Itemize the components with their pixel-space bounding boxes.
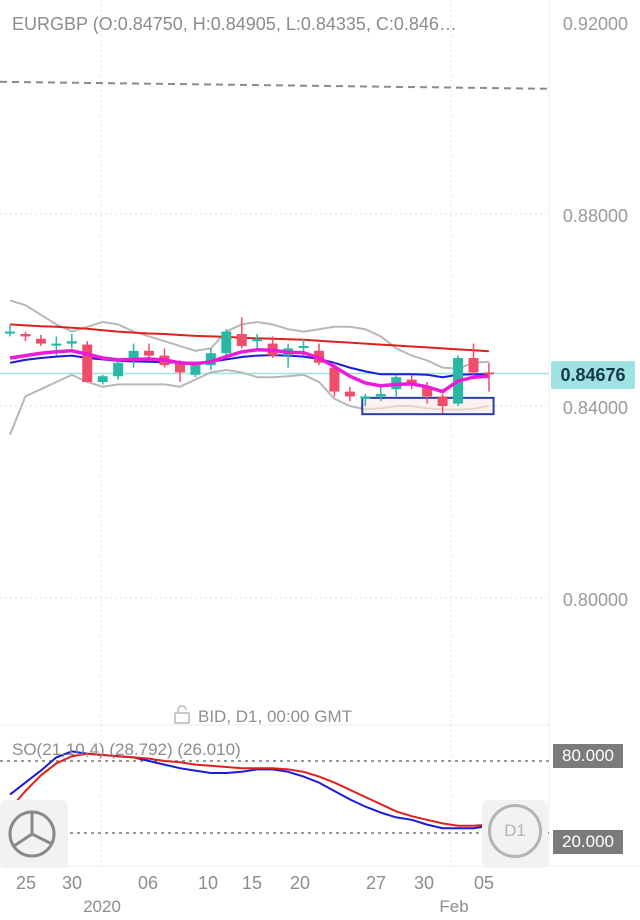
candle-body (66, 341, 77, 344)
bid-text: BID, D1, 00:00 GMT (198, 707, 352, 726)
current-price-tag: 0.84676 (551, 361, 635, 389)
x-tick-label: 27 (365, 873, 387, 893)
candle-body (205, 353, 216, 366)
candle-body (236, 334, 247, 346)
candle-body (422, 386, 433, 397)
candle-body (252, 338, 263, 342)
upper-band-line (9, 299, 489, 370)
candle-body (375, 394, 386, 397)
candle-body (344, 391, 355, 397)
ma-magenta-line (9, 348, 490, 394)
candle-body (97, 376, 108, 382)
x-tick-label: 06 (137, 873, 159, 893)
highlight-box (361, 396, 495, 416)
x-group-label-year: 2020 (83, 897, 121, 916)
x-tick-label: 30 (61, 873, 83, 893)
candle-body (82, 344, 93, 382)
candle-body (221, 331, 232, 354)
x-tick-label: 30 (413, 873, 435, 893)
candle-body (35, 338, 46, 344)
so-level-20-tag: 20.000 (553, 830, 623, 854)
x-tick-label: 10 (197, 873, 219, 893)
candle-body (468, 358, 479, 373)
y-tick-label: 0.84000 (562, 398, 628, 418)
chart-style-icon (4, 806, 64, 867)
timeframe-button[interactable]: D1 (482, 800, 548, 868)
candle-body (113, 362, 124, 377)
candle-body (406, 379, 417, 385)
candle-body (128, 350, 139, 361)
y-tick-label: 0.88000 (562, 206, 628, 226)
candle-body (20, 334, 31, 337)
so-indicator-header: SO(21,10,4) (28.792) (26.010) (12, 740, 241, 759)
candle-body (360, 396, 371, 399)
timeframe-label: D1 (488, 804, 542, 858)
bid-info: BID, D1, 00:00 GMT (172, 704, 352, 729)
x-tick-label: 25 (15, 873, 37, 893)
y-tick-label: 0.80000 (562, 590, 628, 610)
x-tick-label: 15 (241, 873, 263, 893)
so-level-80-tag: 80.000 (553, 744, 623, 768)
lock-icon (172, 704, 192, 729)
symbol-header: EURGBP (O:0.84750, H:0.84905, L:0.84335,… (12, 14, 457, 34)
x-tick-label: 05 (473, 873, 495, 893)
candle-body (51, 343, 62, 346)
candle-body (174, 362, 185, 373)
ma-red-line (9, 323, 489, 353)
candle-body (298, 346, 309, 348)
candle-body (437, 396, 448, 406)
so-d-line (9, 752, 489, 827)
candle-body (144, 350, 155, 356)
x-group-label-month: Feb (439, 897, 469, 916)
chart-style-button[interactable] (0, 800, 68, 868)
candle-body (329, 367, 340, 392)
y-tick-label: 0.92000 (562, 14, 628, 34)
candle-body (190, 365, 201, 375)
dashed-level-line (0, 80, 550, 90)
candle-body (5, 331, 15, 334)
x-tick-label: 20 (289, 873, 311, 893)
candle-body (483, 372, 494, 375)
